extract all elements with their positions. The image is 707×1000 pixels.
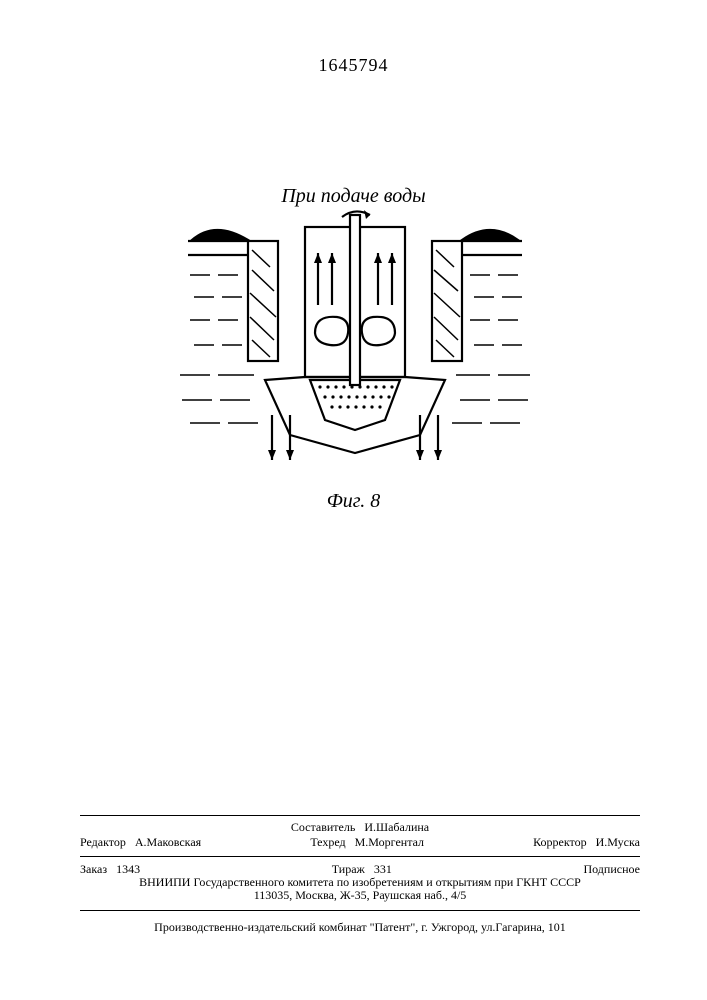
editor-name: А.Маковская bbox=[135, 835, 201, 849]
print-label: Тираж bbox=[332, 862, 365, 876]
credits-line: Редактор А.Маковская Техред М.Моргентал … bbox=[80, 835, 640, 850]
order-label: Заказ bbox=[80, 862, 107, 876]
order-value: 1343 bbox=[116, 862, 140, 876]
techred-label: Техред bbox=[310, 835, 345, 849]
corrector-label: Корректор bbox=[533, 835, 587, 849]
compiler-label: Составитель bbox=[291, 820, 355, 834]
technical-diagram bbox=[170, 205, 540, 475]
compiler-line: Составитель И.Шабалина bbox=[80, 820, 640, 835]
addr1: 113035, Москва, Ж-35, Раушская наб., 4/5 bbox=[80, 888, 640, 903]
org2: Производственно-издательский комбинат "П… bbox=[80, 920, 640, 935]
corrector-name: И.Муска bbox=[596, 835, 640, 849]
editor: Редактор А.Маковская bbox=[80, 835, 201, 850]
patent-page: 1645794 При подаче воды Фиг. 8 Составите… bbox=[0, 0, 707, 1000]
compiler-name: И.Шабалина bbox=[364, 820, 429, 834]
print-value: 331 bbox=[374, 862, 392, 876]
document-number: 1645794 bbox=[0, 55, 707, 76]
corrector: Корректор И.Муска bbox=[533, 835, 640, 850]
divider bbox=[80, 910, 640, 911]
divider bbox=[80, 815, 640, 816]
figure-label: Фиг. 8 bbox=[0, 490, 707, 513]
techred-name: М.Моргентал bbox=[355, 835, 424, 849]
techred: Техред М.Моргентал bbox=[310, 835, 424, 850]
editor-label: Редактор bbox=[80, 835, 126, 849]
divider bbox=[80, 856, 640, 857]
